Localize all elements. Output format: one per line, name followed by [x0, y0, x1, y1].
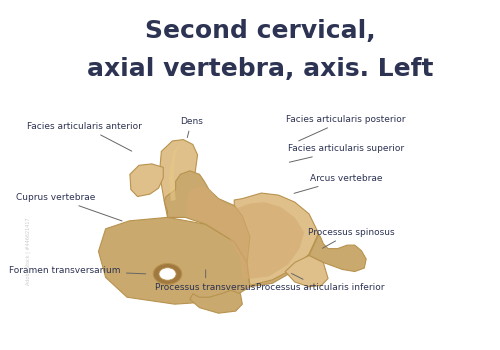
Text: Second cervical,: Second cervical, — [145, 19, 376, 43]
Text: Processus spinosus: Processus spinosus — [308, 228, 394, 248]
Circle shape — [159, 268, 176, 280]
Polygon shape — [169, 144, 180, 201]
Polygon shape — [98, 217, 250, 304]
Text: Dens: Dens — [180, 117, 203, 138]
Text: Processus transversus: Processus transversus — [156, 270, 256, 292]
Polygon shape — [160, 140, 198, 217]
Circle shape — [154, 264, 182, 284]
Polygon shape — [285, 256, 328, 287]
Text: Adobe Stock | #446621417: Adobe Stock | #446621417 — [25, 218, 30, 285]
Polygon shape — [164, 171, 318, 287]
Polygon shape — [234, 193, 318, 285]
Text: Facies articularis anterior: Facies articularis anterior — [27, 122, 142, 151]
Polygon shape — [186, 186, 304, 280]
Polygon shape — [190, 290, 242, 313]
Text: Foramen transversarium: Foramen transversarium — [10, 266, 145, 275]
Polygon shape — [130, 164, 164, 197]
Text: Facies articularis posterior: Facies articularis posterior — [286, 115, 406, 141]
Text: Facies articularis superior: Facies articularis superior — [288, 145, 404, 162]
Text: Processus articularis inferior: Processus articularis inferior — [256, 273, 384, 292]
Text: Arcus vertebrae: Arcus vertebrae — [294, 174, 382, 193]
Text: axial vertebra, axis. Left: axial vertebra, axis. Left — [87, 57, 434, 81]
Text: Cuprus vertebrae: Cuprus vertebrae — [16, 193, 122, 221]
Polygon shape — [309, 235, 366, 272]
